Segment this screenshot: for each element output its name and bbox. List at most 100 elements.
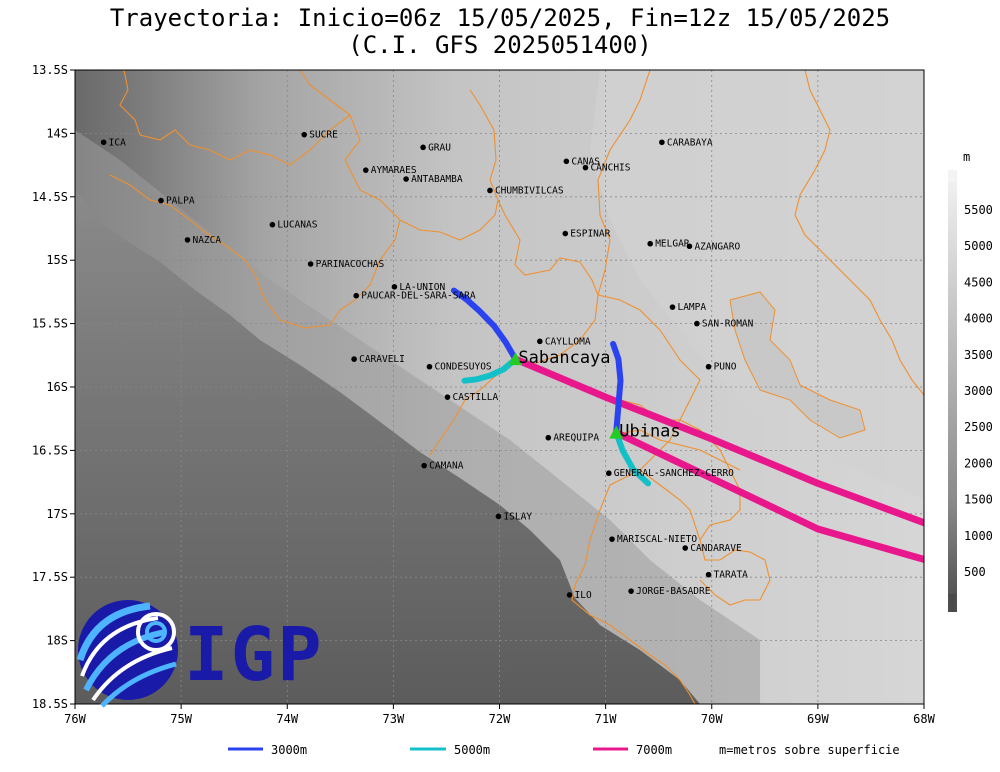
place-label: CANCHIS	[590, 163, 630, 174]
colorbar-label: 500	[964, 565, 986, 579]
place-label: CONDESUYOS	[434, 362, 491, 373]
y-tick-label: 14.5S	[32, 190, 68, 204]
lat-lon-grid	[75, 70, 924, 704]
place-dot	[403, 176, 409, 182]
place-dot	[307, 261, 314, 267]
colorbar-unit: m	[963, 150, 970, 164]
place-label: CANAS	[571, 156, 600, 167]
x-tick-label: 73W	[383, 712, 405, 726]
place-label: CAMANA	[429, 461, 464, 472]
trajectory-sabancaya-3000m	[450, 287, 519, 363]
place-label: ANTABAMBA	[411, 174, 463, 185]
province-borders	[109, 70, 924, 704]
lake-titicaca	[729, 291, 866, 439]
trajectories	[450, 287, 924, 563]
trajectory-ubinas-7000m	[612, 429, 924, 563]
colorbar-label: 1000	[964, 529, 993, 543]
ocean-area	[75, 190, 700, 704]
place-label: CHUMBIVILCAS	[495, 185, 564, 196]
place-label: AREQUIPA	[553, 433, 599, 444]
place-dot	[421, 462, 427, 469]
place-label: PALPA	[166, 196, 195, 207]
place-dot	[694, 320, 700, 327]
colorbar-label: 1500	[964, 493, 993, 507]
igp-globe-icon	[76, 600, 178, 708]
colorbar-label: 2500	[964, 420, 993, 434]
legend: 3000m 5000m 7000m m=metros sobre superfi…	[228, 743, 900, 757]
place-label: CARABAYA	[667, 137, 713, 148]
place-label: AZANGARO	[694, 241, 740, 252]
place-label: GRAU	[428, 142, 451, 153]
place-label: ISLAY	[503, 511, 532, 522]
place-dot	[705, 571, 712, 578]
place-dot	[362, 167, 369, 173]
y-tick-label: 18S	[46, 634, 68, 648]
place-dot	[487, 187, 493, 194]
place-dot	[353, 292, 360, 299]
place-dot	[609, 536, 615, 542]
place-dot	[606, 470, 612, 477]
colorbar-label: 4500	[964, 275, 993, 289]
place-label: PARINACOCHAS	[316, 259, 385, 270]
place-label: MELGAR	[655, 239, 690, 250]
place-dot	[682, 545, 689, 551]
chart-subtitle: (C.I. GFS 2025051400)	[348, 31, 652, 59]
place-label: LUCANAS	[277, 220, 317, 231]
x-tick-label: 70W	[701, 712, 723, 726]
y-tick-label: 15S	[46, 253, 68, 267]
x-tick-label: 74W	[276, 712, 298, 726]
place-label: JORGE-BASADRE	[636, 586, 711, 597]
place-dot	[301, 131, 308, 138]
colorbar-label: 2000	[964, 456, 993, 470]
colorbar-label: 3000	[964, 384, 993, 398]
place-dot	[495, 513, 502, 520]
colorbar-label: 5000	[964, 239, 993, 253]
y-tick-label: 15.5S	[32, 317, 68, 331]
chart-title: Trayectoria: Inicio=06z 15/05/2025, Fin=…	[109, 4, 891, 32]
trajectory-ubinas-3000m	[610, 340, 624, 436]
place-label: CAYLLOMA	[545, 336, 591, 347]
place-dot	[705, 363, 712, 370]
place-label: PUNO	[714, 362, 737, 373]
volcano-label: Sabancaya	[518, 348, 610, 368]
place-label: ESPINAR	[570, 229, 610, 240]
place-dot	[566, 592, 573, 598]
place-dot	[184, 237, 191, 243]
place-label: CARAVELI	[359, 354, 405, 365]
x-tick-label: 68W	[913, 712, 935, 726]
place-dot	[582, 164, 589, 171]
x-tick-label: 71W	[595, 712, 617, 726]
place-label: AYMARAES	[371, 165, 417, 176]
place-label: CASTILLA	[452, 392, 498, 403]
place-label: NAZCA	[192, 235, 221, 246]
longitude-axis: 76W 75W 74W 73W 72W 71W 70W 69W 68W	[64, 704, 936, 726]
place-label: LA-UNION	[399, 282, 445, 293]
x-tick-label: 72W	[489, 712, 511, 726]
legend-label-3000: 3000m	[271, 743, 307, 757]
latitude-axis: 13.5S 14S 14.5S 15S 15.5S 16S 16.5S 17S 17.5S 18S…	[32, 63, 75, 711]
place-dot	[545, 434, 552, 441]
legend-label-5000: 5000m	[454, 743, 490, 757]
place-dot	[563, 158, 570, 165]
place-dot	[100, 139, 107, 146]
elevation-colorbar: m 500 1000 1500 2000 2500 3000 3500 4000 4500 500…	[948, 150, 993, 612]
place-dot	[426, 363, 433, 370]
colorbar-label: 5500	[964, 203, 993, 217]
legend-note: m=metros sobre superficie	[719, 743, 900, 757]
y-tick-label: 18.5S	[32, 697, 68, 711]
colorbar-label: 4000	[964, 312, 993, 326]
altiplano	[590, 70, 924, 500]
place-label: CANDARAVE	[690, 543, 742, 554]
volcano-label: Ubinas	[619, 422, 680, 442]
place-label: GENERAL-SANCHEZ-CERRO	[614, 468, 734, 479]
y-tick-label: 13.5S	[32, 63, 68, 77]
place-dot	[351, 356, 357, 362]
volcano-icon	[508, 352, 523, 366]
place-label: SAN-ROMAN	[702, 319, 754, 330]
igp-logo-text: IGP	[184, 612, 324, 698]
place-dot	[158, 197, 164, 204]
y-tick-label: 14S	[46, 126, 68, 140]
place-dot	[444, 394, 451, 400]
place-dot	[269, 221, 276, 228]
